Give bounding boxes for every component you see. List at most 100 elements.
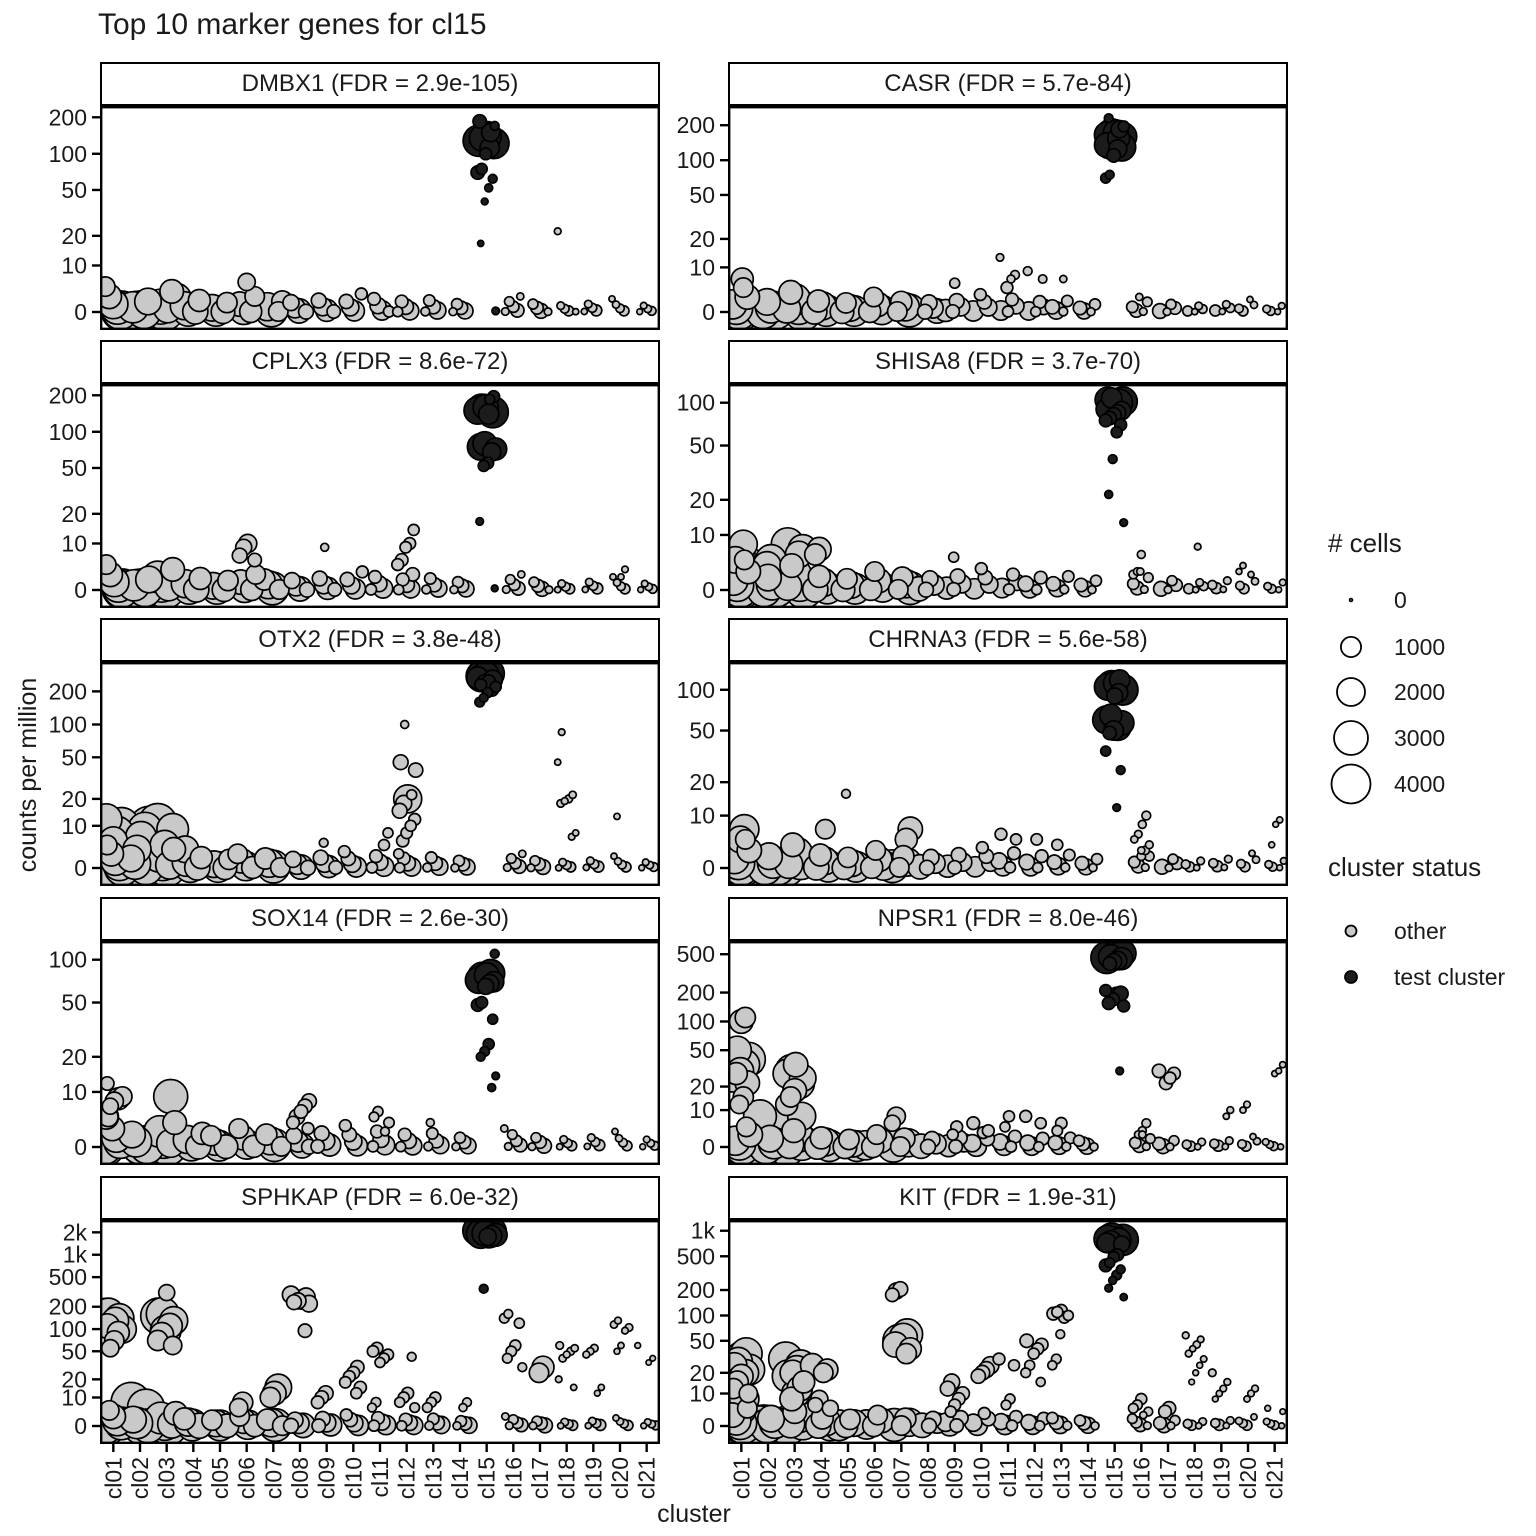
svg-text:100: 100: [49, 947, 87, 973]
svg-text:cl18: cl18: [554, 1457, 580, 1499]
svg-text:cl13: cl13: [420, 1457, 446, 1499]
size-key-label: 2000: [1394, 678, 1446, 705]
svg-text:0: 0: [74, 299, 87, 325]
svg-text:10: 10: [689, 803, 715, 829]
svg-text:cl12: cl12: [1022, 1457, 1048, 1499]
size-legend-item-4: 4000: [1328, 762, 1445, 806]
facet-title: SOX14 (FDR = 2.6e-30): [250, 905, 510, 932]
facet-strip-casr: CASR (FDR = 5.7e-84): [728, 62, 1288, 106]
svg-text:cl17: cl17: [527, 1457, 553, 1499]
svg-text:cl01: cl01: [100, 1457, 126, 1499]
svg-text:cl07: cl07: [888, 1457, 914, 1499]
svg-text:cl03: cl03: [154, 1457, 180, 1499]
svg-text:cl19: cl19: [1208, 1457, 1234, 1499]
svg-text:20: 20: [61, 1366, 87, 1392]
svg-text:cl15: cl15: [474, 1457, 500, 1499]
svg-text:50: 50: [61, 744, 87, 770]
x-axis-right: cl01 cl02 cl03 cl04 cl05 cl06 cl07 cl08 cl09 cl10…: [728, 1444, 1288, 1499]
facet-strip-sox14: SOX14 (FDR = 2.6e-30): [100, 897, 660, 941]
svg-text:10: 10: [689, 1381, 715, 1407]
facet-title: DMBX1 (FDR = 2.9e-105): [241, 70, 519, 97]
svg-text:cl08: cl08: [915, 1457, 941, 1499]
svg-text:20: 20: [689, 1074, 715, 1100]
svg-text:50: 50: [689, 433, 715, 459]
facet-plot-cplx3: 0 10 20 50 100 200: [49, 384, 660, 608]
svg-text:50: 50: [61, 177, 87, 203]
status-legend-item-test: test cluster: [1328, 955, 1505, 999]
svg-text:cl09: cl09: [942, 1457, 968, 1499]
facet-strip-npsr1: NPSR1 (FDR = 8.0e-46): [728, 897, 1288, 941]
facet-plot-sox14: 0 10 20 50 100: [49, 941, 660, 1165]
svg-text:cl06: cl06: [234, 1457, 260, 1499]
svg-text:50: 50: [689, 1037, 715, 1063]
size-key-circle-2: [1336, 677, 1366, 707]
svg-text:10: 10: [61, 1079, 87, 1105]
svg-text:cl10: cl10: [968, 1457, 994, 1499]
size-key-label: 0: [1394, 586, 1407, 613]
svg-text:cl20: cl20: [1235, 1457, 1261, 1499]
svg-text:cl12: cl12: [394, 1457, 420, 1499]
svg-text:20: 20: [689, 487, 715, 513]
svg-text:cl10: cl10: [340, 1457, 366, 1499]
svg-text:100: 100: [49, 141, 87, 167]
size-key-label: 4000: [1394, 770, 1446, 797]
facet-plot-shisa8: 0 10 20 50 100: [677, 384, 1288, 608]
svg-text:10: 10: [61, 252, 87, 278]
svg-text:50: 50: [689, 182, 715, 208]
svg-text:cl16: cl16: [1128, 1457, 1154, 1499]
svg-text:100: 100: [677, 677, 715, 703]
facet-title: OTX2 (FDR = 3.8e-48): [258, 626, 502, 653]
x-axis-left: cl01 cl02 cl03 cl04 cl05 cl06 cl07 cl08 cl09 cl10…: [100, 1444, 660, 1499]
svg-text:0: 0: [702, 1413, 715, 1439]
svg-text:cl11: cl11: [995, 1457, 1021, 1498]
svg-text:0: 0: [74, 1413, 87, 1439]
facet-strip-shisa8: SHISA8 (FDR = 3.7e-70): [728, 340, 1288, 384]
svg-text:20: 20: [689, 1360, 715, 1386]
svg-text:10: 10: [61, 1385, 87, 1411]
facet-title: SPHKAP (FDR = 6.0e-32): [241, 1184, 519, 1211]
svg-text:0: 0: [702, 1134, 715, 1160]
svg-text:cl01: cl01: [728, 1457, 754, 1499]
facet-title: NPSR1 (FDR = 8.0e-46): [877, 905, 1139, 932]
facet-strip-kit: KIT (FDR = 1.9e-31): [728, 1176, 1288, 1220]
facet-strip-dmbx1: DMBX1 (FDR = 2.9e-105): [100, 62, 660, 106]
size-legend-item-1: 1000: [1328, 625, 1445, 669]
svg-text:cl15: cl15: [1102, 1457, 1128, 1499]
svg-text:50: 50: [61, 990, 87, 1016]
svg-text:cl06: cl06: [862, 1457, 888, 1499]
svg-text:200: 200: [677, 980, 715, 1006]
status-key-label: test cluster: [1394, 963, 1506, 990]
legend: # cells 0 1000 2000 3000 4000 cluster st…: [1318, 0, 1536, 1536]
status-key-circle-test: [1344, 970, 1358, 984]
facet-strip-otx2: OTX2 (FDR = 3.8e-48): [100, 618, 660, 662]
svg-text:cl17: cl17: [1155, 1457, 1181, 1499]
svg-text:cl18: cl18: [1182, 1457, 1208, 1499]
svg-text:10: 10: [689, 254, 715, 280]
svg-text:500: 500: [677, 1243, 715, 1269]
size-key-circle-1: [1339, 635, 1363, 659]
x-axis-title: cluster: [657, 1500, 731, 1528]
svg-text:50: 50: [689, 718, 715, 744]
svg-text:cl05: cl05: [835, 1457, 861, 1499]
svg-text:10: 10: [61, 530, 87, 556]
svg-text:cl14: cl14: [1075, 1457, 1101, 1499]
facet-title: SHISA8 (FDR = 3.7e-70): [874, 348, 1142, 375]
svg-text:20: 20: [61, 501, 87, 527]
svg-text:100: 100: [677, 1303, 715, 1329]
figure-title: Top 10 marker genes for cl15: [98, 8, 487, 41]
svg-text:50: 50: [689, 1328, 715, 1354]
size-key-label: 3000: [1394, 724, 1446, 751]
svg-text:cl07: cl07: [260, 1457, 286, 1499]
svg-text:20: 20: [61, 786, 87, 812]
svg-text:cl08: cl08: [287, 1457, 313, 1499]
svg-text:cl13: cl13: [1048, 1457, 1074, 1499]
svg-text:20: 20: [61, 1044, 87, 1070]
svg-text:200: 200: [49, 678, 87, 704]
svg-text:50: 50: [61, 1338, 87, 1364]
svg-text:cl02: cl02: [127, 1457, 153, 1499]
svg-text:10: 10: [689, 522, 715, 548]
svg-text:cl21: cl21: [634, 1457, 660, 1499]
svg-text:2k: 2k: [63, 1220, 88, 1245]
